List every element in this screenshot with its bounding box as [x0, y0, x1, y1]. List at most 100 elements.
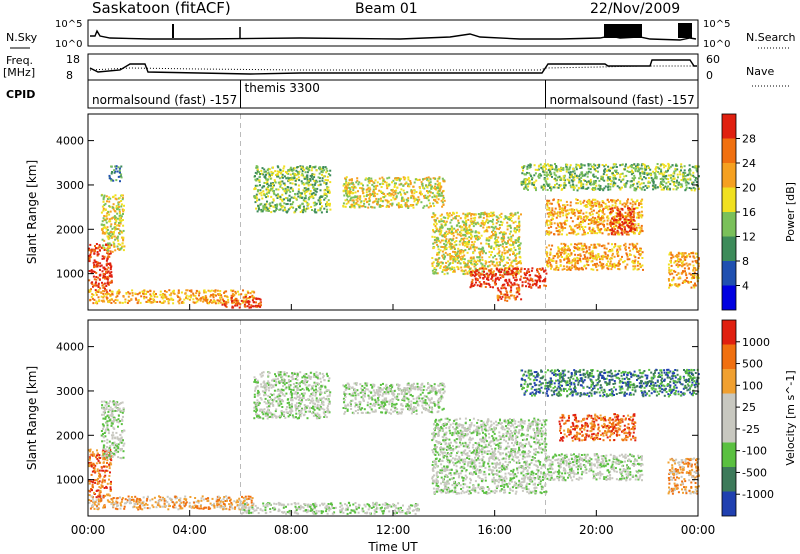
heatmap-cell — [517, 284, 520, 287]
heatmap-cell — [672, 256, 675, 259]
heatmap-cell — [562, 265, 565, 268]
heatmap-cell — [99, 265, 102, 268]
heatmap-cell — [616, 212, 619, 215]
heatmap-cell — [520, 275, 523, 278]
heatmap-cell — [103, 255, 106, 258]
heatmap-cell — [468, 236, 471, 239]
heatmap-cell — [367, 193, 370, 196]
heatmap-cell — [108, 218, 111, 221]
heatmap-cell — [433, 218, 436, 221]
heatmap-cell — [395, 179, 398, 181]
heatmap-cell — [465, 223, 467, 225]
heatmap-cell — [494, 240, 497, 242]
heatmap-cell — [368, 186, 371, 189]
heatmap-cell — [610, 232, 613, 235]
heatmap-cell — [502, 283, 505, 286]
heatmap-cell — [213, 289, 216, 292]
heatmap-cell — [546, 205, 549, 208]
heatmap-cell — [462, 212, 465, 215]
heatmap-cell — [348, 194, 351, 197]
heatmap-cell — [618, 246, 621, 249]
heatmap-cell — [595, 266, 598, 269]
heatmap-cell — [631, 210, 634, 213]
heatmap-cell — [106, 251, 109, 254]
heatmap-cell — [358, 181, 361, 184]
heatmap-cell — [437, 198, 440, 201]
heatmap-cell — [571, 231, 574, 234]
heatmap-cell — [557, 203, 560, 206]
heatmap-cell — [110, 275, 113, 278]
heatmap-cell — [501, 233, 504, 236]
heatmap-cell — [436, 260, 439, 263]
heatmap-cell — [557, 199, 560, 201]
heatmap-cell — [314, 193, 317, 196]
heatmap-cell — [633, 207, 636, 210]
heatmap-cell — [276, 174, 279, 177]
heatmap-cell — [514, 298, 517, 301]
heatmap-cell — [482, 277, 485, 280]
heatmap-cell — [318, 177, 321, 180]
heatmap-cell — [685, 262, 688, 265]
heatmap-cell — [319, 198, 322, 201]
heatmap-cell — [321, 171, 324, 174]
heatmap-cell — [631, 203, 634, 206]
heatmap-cell — [466, 242, 469, 245]
heatmap-cell — [519, 270, 522, 273]
heatmap-cell — [553, 233, 555, 236]
heatmap-cell — [442, 266, 445, 269]
heatmap-cell — [518, 247, 521, 250]
heatmap-cell — [516, 269, 519, 272]
heatmap-cell — [472, 252, 475, 255]
heatmap-cell — [686, 280, 689, 283]
heatmap-cell — [588, 246, 591, 249]
heatmap-cell — [454, 257, 457, 260]
heatmap-cell — [634, 229, 637, 231]
heatmap-cell — [459, 234, 462, 237]
heatmap-cell — [626, 253, 628, 256]
heatmap-cell — [676, 260, 679, 262]
heatmap-cell — [497, 289, 500, 292]
heatmap-cell — [105, 264, 108, 267]
heatmap-cell — [109, 264, 112, 266]
heatmap-cell — [521, 284, 524, 287]
heatmap-cell — [617, 215, 620, 217]
heatmap-cell — [503, 271, 506, 274]
heatmap-cell — [580, 244, 583, 247]
heatmap-cell — [258, 297, 261, 300]
heatmap-cell — [117, 239, 120, 242]
heatmap-cell — [263, 171, 266, 173]
heatmap-cell — [107, 238, 110, 241]
heatmap-cell — [106, 297, 109, 300]
heatmap-cell — [609, 249, 611, 251]
heatmap-cell — [379, 197, 382, 200]
heatmap-cell — [274, 181, 277, 184]
heatmap-cell — [506, 251, 509, 254]
heatmap-cell — [203, 296, 206, 299]
heatmap-cell — [111, 171, 113, 173]
heatmap-cell — [624, 247, 627, 250]
heatmap-cell — [346, 195, 349, 198]
heatmap-cell — [451, 226, 453, 229]
heatmap-cell — [592, 268, 595, 271]
heatmap-cell — [491, 215, 494, 218]
heatmap-cell — [318, 201, 321, 203]
heatmap-cell — [550, 267, 552, 270]
heatmap-cell — [94, 250, 96, 252]
heatmap-cell — [103, 249, 106, 251]
heatmap-cell — [598, 230, 601, 233]
heatmap-cell — [694, 267, 697, 270]
heatmap-cell — [604, 228, 607, 230]
heatmap-cell — [419, 190, 422, 193]
heatmap-cell — [286, 197, 289, 200]
heatmap-cell — [387, 205, 390, 208]
heatmap-cell — [490, 277, 493, 280]
heatmap-cell — [662, 188, 665, 191]
heatmap-cell — [586, 199, 589, 202]
heatmap-cell — [684, 172, 687, 174]
heatmap-cell — [362, 192, 365, 195]
heatmap-cell — [301, 170, 304, 172]
heatmap-cell — [201, 296, 204, 299]
heatmap-cell — [90, 271, 93, 274]
heatmap-cell — [692, 276, 695, 279]
heatmap-cell — [600, 210, 603, 212]
